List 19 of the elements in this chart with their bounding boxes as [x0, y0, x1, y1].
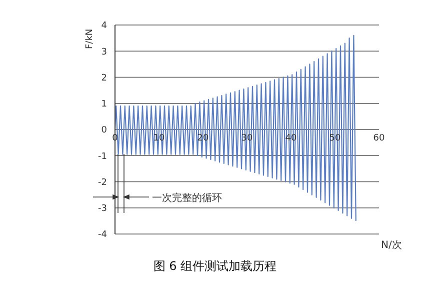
y-tick-label: -1: [98, 152, 107, 162]
x-tick-label: 50: [329, 134, 341, 144]
annotation: 一次完整的循环: [152, 192, 222, 204]
y-tick-label: -3: [98, 204, 107, 214]
text: 图 6 组件测试加载历程: [152, 258, 278, 275]
x-tick-label: 40: [285, 134, 297, 144]
y-tick-label: -4: [98, 230, 108, 240]
y-tick-label: 3: [101, 47, 107, 58]
x-tick-label: 30: [241, 134, 253, 144]
y-tick-label: 1: [101, 100, 107, 110]
y-tick-label: 4: [101, 21, 108, 32]
x-axis-title: N/次: [381, 239, 402, 252]
x-tick-label: 10: [153, 134, 165, 144]
y-axis-title: F/kN: [85, 28, 95, 49]
y-tick-label: 0: [101, 126, 108, 136]
y-tick-label: -2: [98, 178, 107, 188]
y-tick-label: 2: [101, 73, 107, 84]
x-tick-label: 60: [373, 134, 385, 144]
x-tick-label: 20: [197, 134, 209, 144]
